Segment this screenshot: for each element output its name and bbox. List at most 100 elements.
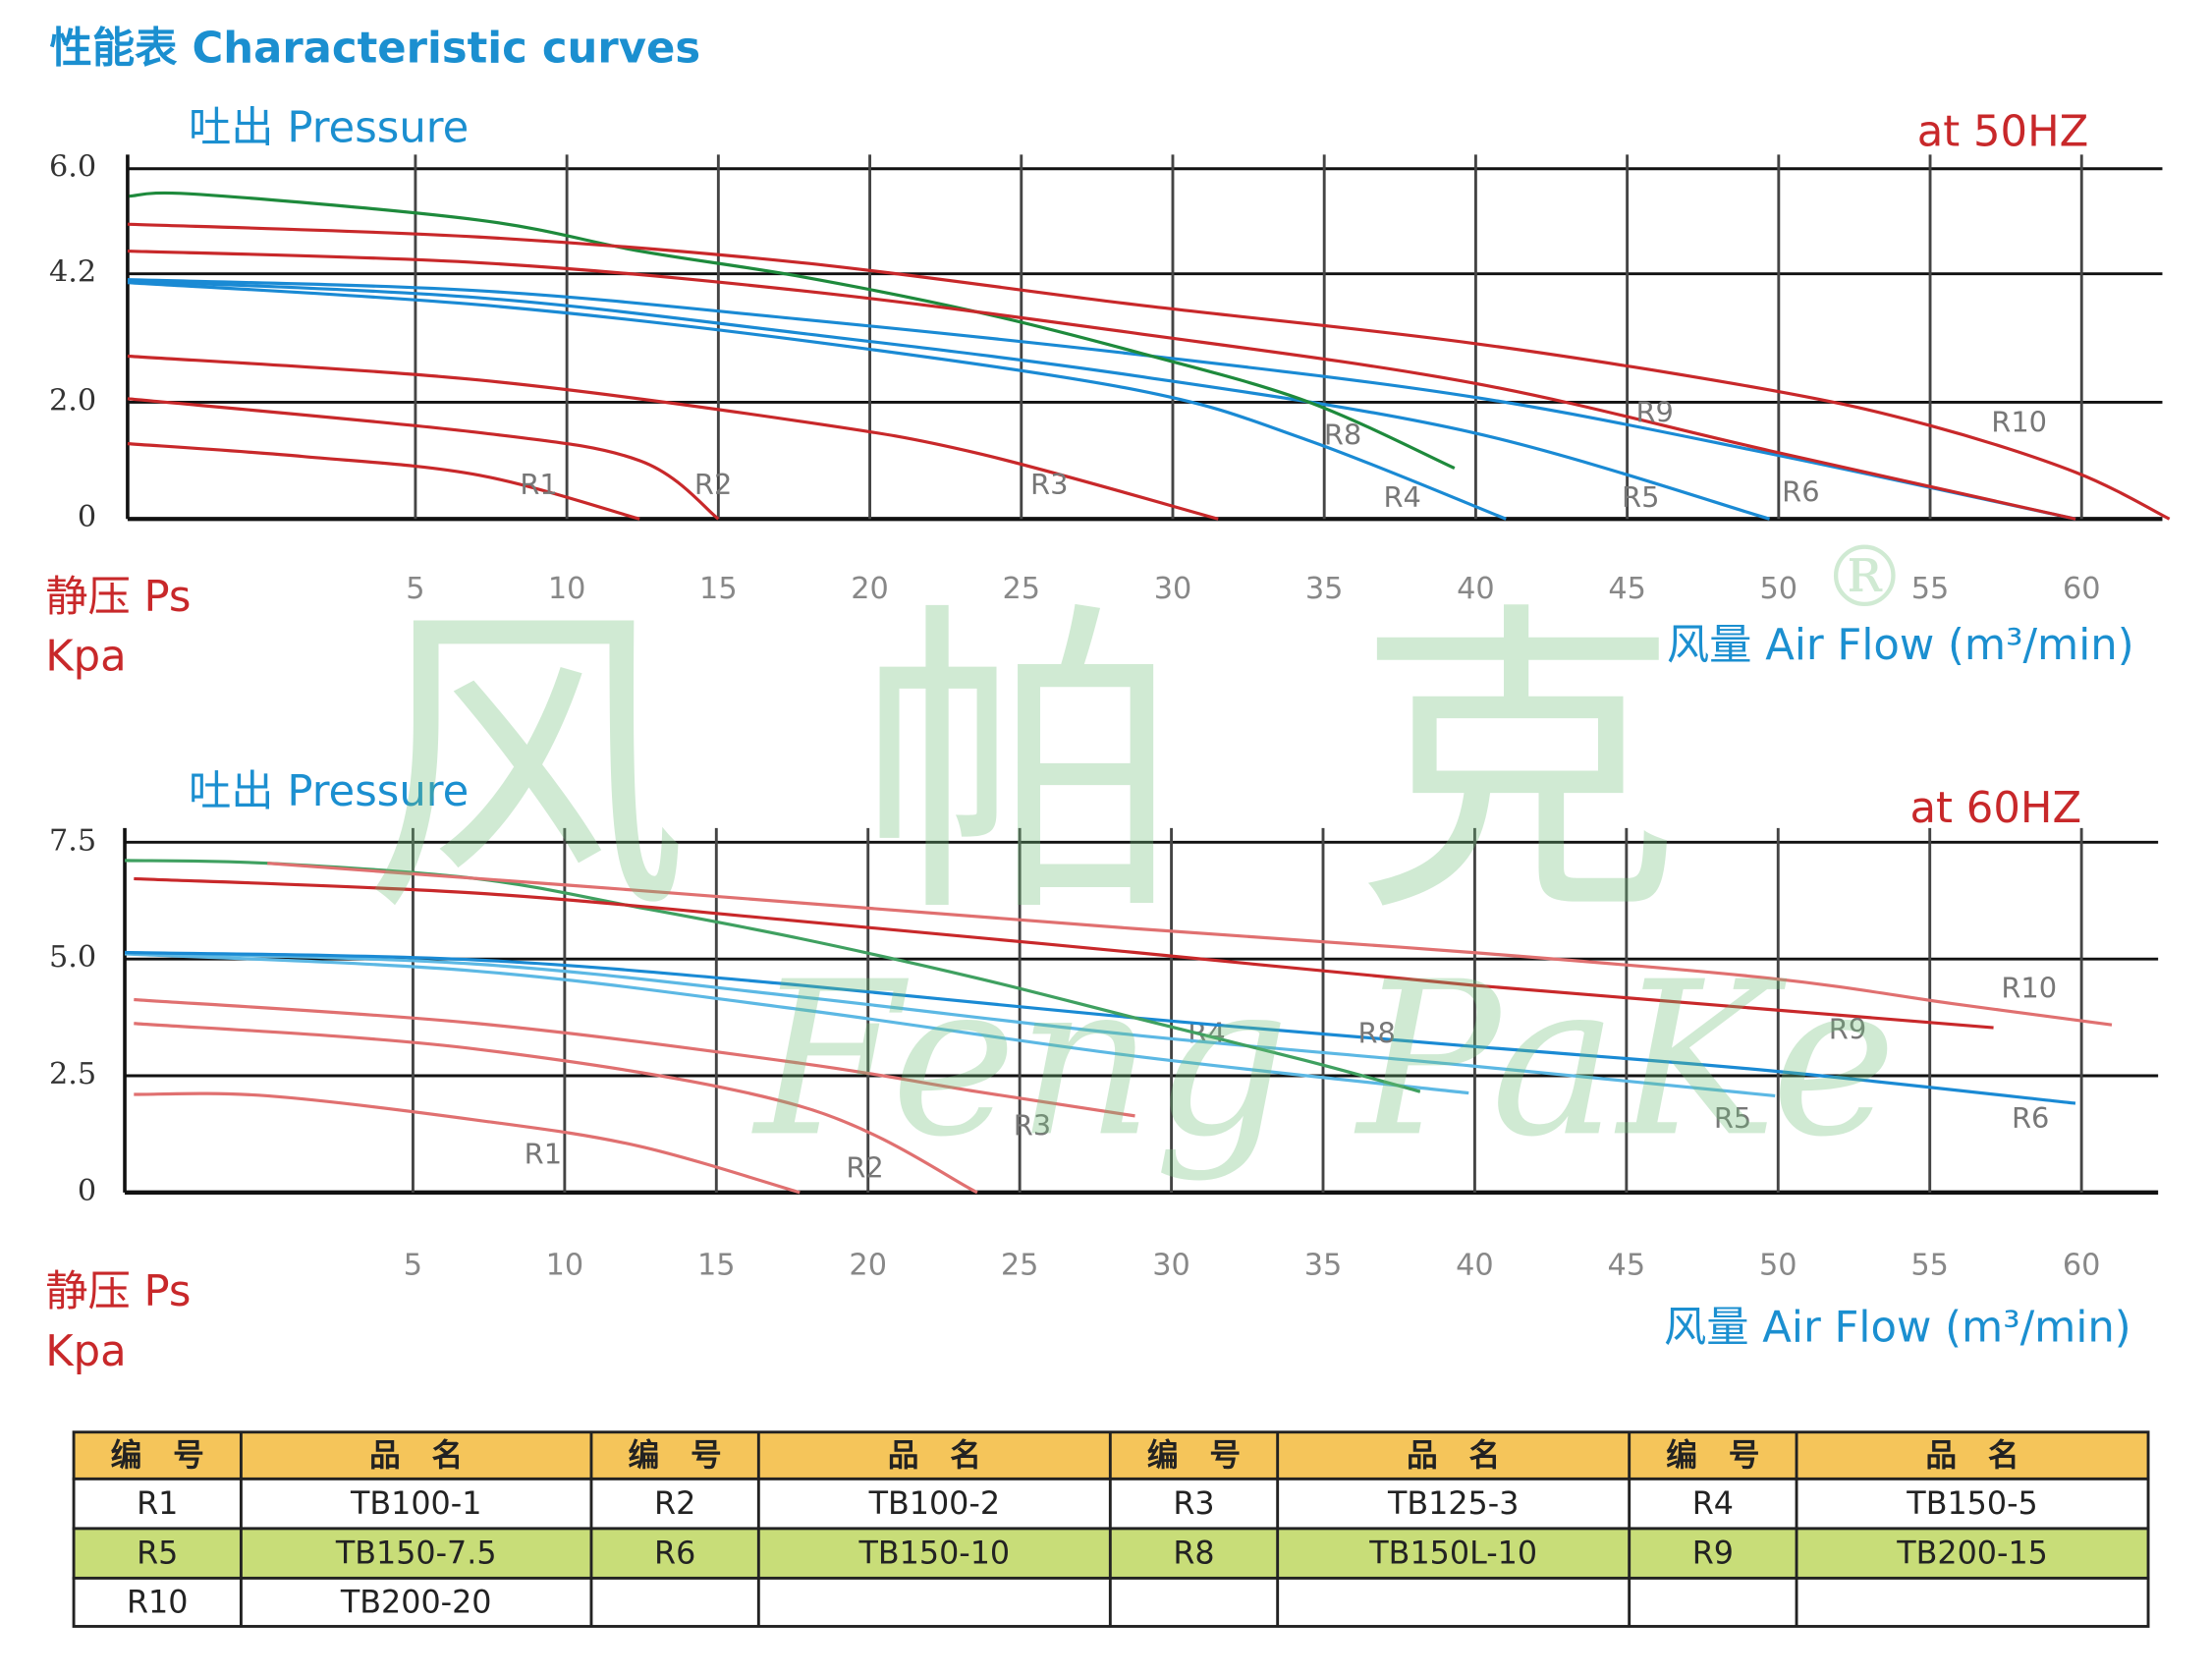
x-tick-label: 20 (851, 572, 889, 606)
curve (134, 997, 1135, 1118)
frequency-label: at 60HZ (1910, 784, 2082, 833)
table-cell: R6 (654, 1536, 695, 1572)
x-tick-label: 55 (1911, 572, 1950, 606)
curve (127, 278, 2076, 521)
x-tick-label: 55 (1910, 1248, 1949, 1282)
curve-label: R6 (2012, 1101, 2049, 1135)
curve (127, 279, 1771, 521)
y-tick-label: 5.0 (49, 940, 96, 975)
x-tick-label: 45 (1608, 1248, 1646, 1282)
chart: 0 2.0 4.2 6.0 5 10 15 20 25 30 35 40 45 50 55 60 吐出 Pres… (45, 103, 2171, 682)
table-cell: TB200-20 (340, 1585, 492, 1620)
y-tick-label: 2.0 (49, 383, 96, 418)
table-cell: 品 名 (888, 1438, 981, 1474)
x-tick-label: 30 (1154, 572, 1192, 606)
x-tick-label: 60 (2063, 1248, 2101, 1282)
x-tick-label: 35 (1305, 572, 1344, 606)
curve-label: R3 (1030, 468, 1068, 501)
x-tick-label: 10 (546, 1248, 584, 1282)
table-cell: R8 (1173, 1536, 1214, 1572)
watermark-en: Feng PaKe (750, 936, 1897, 1184)
y-tick-label: 4.2 (49, 255, 96, 290)
curve (124, 950, 1776, 1098)
curve (127, 249, 2076, 521)
curve (127, 397, 720, 521)
x-tick-label: 5 (404, 1248, 422, 1282)
x-tick-label: 5 (406, 572, 424, 606)
y-tick-label: 6.0 (49, 150, 96, 185)
curve (134, 1022, 978, 1195)
x-tick-label: 45 (1608, 572, 1646, 606)
table-cell: 编 号 (1666, 1437, 1759, 1474)
x-tick-label: 10 (548, 572, 586, 606)
watermark-cn: 风帕克 (361, 577, 1851, 956)
frequency-label: at 50HZ (1917, 108, 2089, 157)
x-tick-label: 40 (1457, 572, 1495, 606)
table-cell: 编 号 (1147, 1437, 1241, 1474)
table-cell: 编 号 (111, 1437, 204, 1474)
watermark-mark: ® (1822, 529, 1908, 627)
table-cell: 品 名 (369, 1438, 463, 1474)
curve-label: R9 (1829, 1012, 1866, 1045)
x-tick-label: 60 (2063, 572, 2101, 606)
x-axis-title: 风量 Air Flow (m³/min) (1664, 1303, 2131, 1352)
table-cell: R9 (1692, 1536, 1734, 1572)
x-tick-label: 30 (1152, 1248, 1190, 1282)
curve-label: R5 (1714, 1101, 1751, 1135)
curve-label: R5 (1622, 480, 1659, 514)
table-cell: R10 (127, 1585, 188, 1620)
y-axis-title: 吐出 Pressure (189, 767, 469, 816)
y-tick-label: 0 (78, 1174, 96, 1208)
y-tick-label: 0 (78, 500, 96, 534)
curve (127, 442, 640, 521)
table-cell: 品 名 (1925, 1438, 2018, 1474)
x-axis-title: 风量 Air Flow (m³/min) (1667, 621, 2134, 670)
table-cell: 编 号 (629, 1437, 722, 1474)
table-cell: R5 (137, 1536, 178, 1572)
x-tick-label: 15 (697, 1248, 736, 1282)
table-cell: TB100-2 (868, 1486, 1000, 1522)
x-tick-label: 25 (1002, 572, 1040, 606)
curve-label: R3 (1014, 1108, 1051, 1142)
curve-label: R4 (1383, 480, 1420, 514)
curve-label: R8 (1324, 419, 1361, 452)
x-tick-label: 40 (1456, 1248, 1494, 1282)
table-cell: TB125-3 (1387, 1486, 1519, 1522)
x-tick-label: 15 (699, 572, 738, 606)
table-cell: R2 (654, 1486, 695, 1522)
y-tick-label: 2.5 (49, 1057, 96, 1091)
x-tick-label: 50 (1760, 572, 1798, 606)
chart: 0 2.5 5.0 7.5 5 10 15 20 25 30 35 40 45 50 55 60 吐出 Pres… (45, 767, 2159, 1376)
curve (127, 222, 2171, 521)
curve (129, 191, 1456, 471)
table-cell: TB200-15 (1896, 1536, 2048, 1572)
table-cell: 品 名 (1407, 1438, 1500, 1474)
curve-label: R9 (1635, 395, 1673, 428)
x-tick-label: 50 (1759, 1248, 1797, 1282)
x-tick-label: 20 (849, 1248, 887, 1282)
y-axis-title: 吐出 Pressure (189, 103, 469, 152)
page-title: 性能表 Characteristic curves (50, 24, 701, 73)
curve-label: R10 (2001, 971, 2057, 1004)
table-cell: R1 (137, 1486, 178, 1522)
table-cell: TB150L-10 (1368, 1536, 1537, 1572)
curve-label: R1 (520, 468, 557, 501)
curve-label: R2 (846, 1151, 883, 1185)
curve-label: R8 (1358, 1017, 1396, 1050)
x-tick-label: 35 (1304, 1248, 1343, 1282)
table-cell: TB150-7.5 (335, 1536, 497, 1572)
y-tick-label: 7.5 (49, 823, 96, 858)
curve-label: R1 (525, 1137, 562, 1170)
curve-label: R2 (694, 468, 732, 501)
unit-label: Kpa (45, 633, 126, 682)
curve (127, 354, 1219, 521)
curve-label: R6 (1782, 475, 1819, 508)
curve (134, 1091, 801, 1195)
curve (134, 876, 1994, 1030)
table-cell: TB150-5 (1906, 1486, 2037, 1522)
model-table: 编 号 品 名 编 号 品 名 编 号 品 名 编 号 品 名 R1 TB100-1 R2 TB100… (72, 1430, 2150, 1628)
curve (124, 952, 1469, 1095)
curve-label: R10 (1991, 406, 2047, 439)
